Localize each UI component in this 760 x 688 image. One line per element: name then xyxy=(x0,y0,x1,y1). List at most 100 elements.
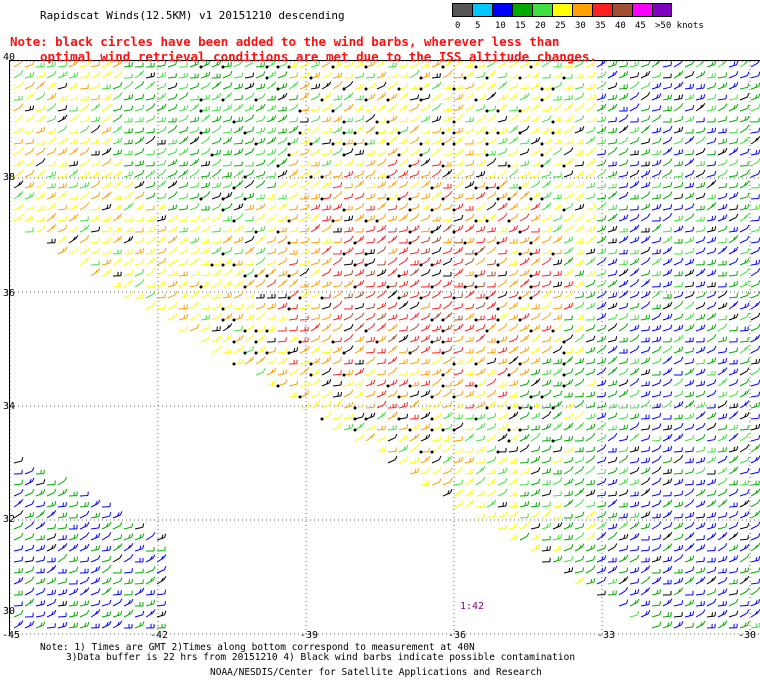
wind-barb xyxy=(673,97,682,101)
wind-barb xyxy=(321,120,330,123)
wind-barb-feather xyxy=(413,269,417,274)
wind-barb xyxy=(145,139,153,145)
wind-barb-feather xyxy=(417,291,420,296)
wind-barb xyxy=(79,194,88,200)
wind-barb-feather xyxy=(732,148,736,153)
wind-barb xyxy=(299,164,309,167)
wind-barb-feather xyxy=(281,159,285,164)
wind-barb-feather xyxy=(362,72,365,77)
wind-barb xyxy=(519,383,528,387)
wind-barb xyxy=(640,152,649,156)
wind-barb-feather xyxy=(483,324,486,329)
wind-barb xyxy=(332,98,342,101)
wind-barb-feather xyxy=(208,214,211,219)
wind-barb xyxy=(497,361,506,365)
wind-barb xyxy=(519,174,528,178)
wind-barb-feather xyxy=(119,159,123,164)
wind-barb-feather xyxy=(656,128,659,133)
wind-barb-feather xyxy=(559,335,563,340)
wind-barb-feather xyxy=(439,181,442,186)
wind-barb-feather xyxy=(296,137,299,142)
wind-barb-feather xyxy=(493,202,497,207)
wind-barb-feather xyxy=(164,247,167,252)
wind-barb xyxy=(24,185,33,189)
wind-barb xyxy=(387,163,396,167)
wind-barb-feather xyxy=(318,258,321,263)
wind-barb xyxy=(717,131,727,134)
wind-barb-feather xyxy=(658,114,662,119)
wind-barb xyxy=(728,304,736,310)
wind-barb-feather xyxy=(227,138,230,143)
wind-barb xyxy=(288,128,297,134)
wind-barb-feather xyxy=(186,181,189,187)
wind-barb-feather xyxy=(76,182,79,187)
wind-barb xyxy=(519,261,528,266)
wind-barb xyxy=(530,183,539,189)
wind-barb-feather xyxy=(240,291,244,296)
wind-barb-feather xyxy=(612,105,615,110)
wind-barb-feather xyxy=(626,358,629,363)
wind-barb-feather xyxy=(175,82,178,87)
wind-barb-feather xyxy=(700,325,703,330)
wind-barb-feather xyxy=(567,159,571,164)
wind-barb xyxy=(541,218,550,222)
wind-barb xyxy=(684,230,693,233)
wind-barb xyxy=(695,349,704,354)
color-swatch xyxy=(452,3,472,17)
wind-barb-feather xyxy=(659,105,662,110)
wind-barb xyxy=(123,230,133,233)
wind-barb xyxy=(717,85,726,90)
wind-barb-feather xyxy=(329,193,332,198)
wind-barb xyxy=(288,98,298,101)
quality-flag-dot xyxy=(474,65,478,69)
wind-barb xyxy=(420,272,429,277)
wind-barb-feather xyxy=(744,303,747,308)
wind-barb-feather xyxy=(315,358,318,363)
wind-barb-feather xyxy=(747,192,750,197)
wind-barb-feather xyxy=(493,191,497,196)
wind-barb-feather xyxy=(149,258,153,263)
wind-barb xyxy=(596,251,605,255)
wind-barb-feather xyxy=(262,257,266,262)
wind-barb-feather xyxy=(317,92,321,97)
wind-barb xyxy=(563,150,572,156)
wind-barb-feather xyxy=(549,127,552,132)
wind-barb-feather xyxy=(248,280,252,285)
wind-barb-feather xyxy=(196,301,200,305)
wind-barb xyxy=(222,119,231,123)
wind-barb-feather xyxy=(160,181,164,186)
wind-barb xyxy=(79,250,88,255)
wind-barb-feather xyxy=(559,81,563,86)
wind-barb xyxy=(552,142,561,145)
wind-barb-feather xyxy=(700,347,703,352)
wind-barb xyxy=(684,383,693,387)
wind-barb xyxy=(244,140,253,145)
quality-flag-dot xyxy=(441,164,445,168)
wind-barb-feather xyxy=(655,225,659,230)
wind-barb-feather xyxy=(142,236,145,241)
wind-barb-feather xyxy=(207,135,211,140)
wind-barb xyxy=(739,152,748,156)
wind-barb-feather xyxy=(601,127,604,132)
wind-barb-feather xyxy=(549,379,552,384)
wind-barb-feather xyxy=(273,268,277,273)
quality-flag-dot xyxy=(485,109,489,113)
wind-barb-feather xyxy=(735,81,739,87)
wind-barb-feather xyxy=(546,127,549,133)
wind-barb-feather xyxy=(50,225,54,230)
wind-barb-feather xyxy=(436,138,439,143)
wind-barb-feather xyxy=(735,257,739,262)
quality-flag-dot xyxy=(474,318,478,322)
wind-barb-feather xyxy=(240,279,244,284)
wind-barb-feather xyxy=(526,191,530,195)
wind-barb xyxy=(365,294,374,299)
quality-flag-dot xyxy=(496,186,500,190)
wind-barb-feather xyxy=(205,128,207,133)
wind-barb-feather xyxy=(680,378,684,383)
wind-barb-feather xyxy=(340,72,343,77)
wind-barb-feather xyxy=(439,259,442,264)
wind-barb-feather xyxy=(746,258,750,263)
wind-barb-feather xyxy=(603,290,607,295)
wind-barb xyxy=(541,315,550,321)
wind-barb xyxy=(596,327,605,332)
